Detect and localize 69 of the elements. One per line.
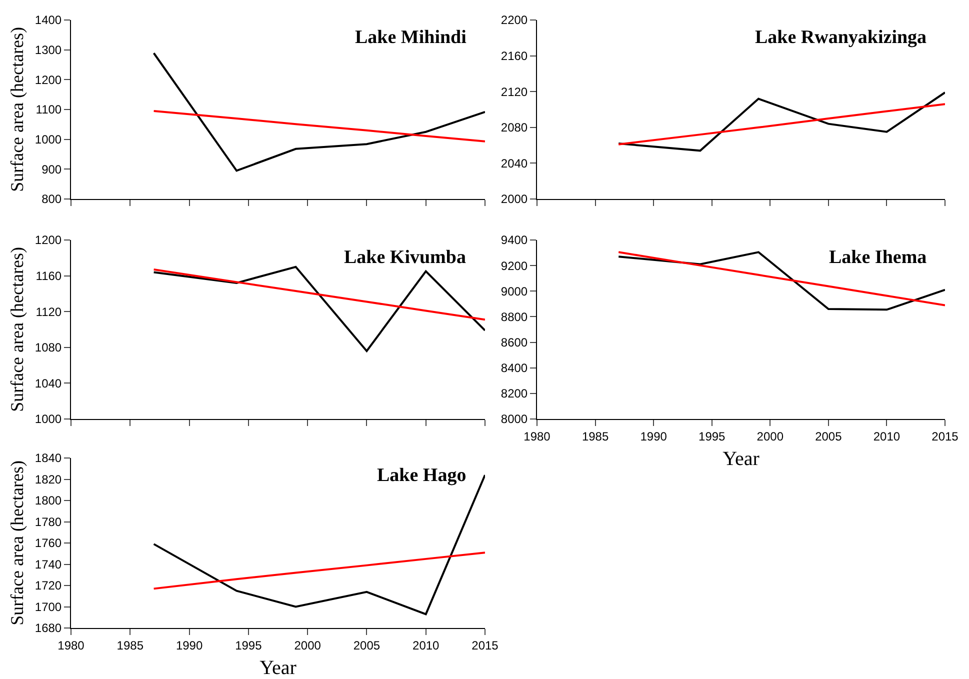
y-tick-label: 1720 [34, 578, 62, 593]
line-series [152, 52, 485, 172]
y-tick-label: 9200 [500, 258, 528, 273]
y-tick-label: 1400 [34, 13, 62, 28]
x-tick-label: 2000 [294, 638, 322, 652]
y-tick-label: 1680 [34, 621, 62, 636]
y-tick-label: 1120 [36, 304, 62, 319]
y-tick-label: 8200 [500, 386, 528, 401]
x-tick-label: 1995 [698, 429, 726, 444]
y-tick-label: 1760 [34, 536, 62, 550]
x-tick-label: 2010 [412, 638, 440, 652]
y-tick-label: 2120 [500, 84, 528, 99]
y-tick-label: 9400 [500, 233, 528, 248]
x-tick-label: 2000 [756, 429, 784, 444]
x-tick-label: 2005 [815, 429, 842, 444]
x-tick-label: 1985 [116, 638, 144, 652]
y-tick-label: 8000 [500, 412, 528, 426]
y-tick-label: 1780 [34, 514, 62, 529]
line-series [152, 552, 485, 590]
y-tick-label: 2040 [500, 156, 528, 170]
y-tick-label: 1820 [34, 472, 62, 486]
y-tick-label: 8800 [500, 310, 528, 324]
y-tick-label: 2200 [500, 13, 528, 28]
x-axis-title: Year [722, 448, 760, 470]
x-axis-title: Year [260, 656, 297, 679]
x-tick-label: 2010 [873, 429, 900, 444]
y-axis-title: Surface area (hectares) [7, 27, 28, 192]
x-tick-label: 2015 [472, 638, 499, 652]
line-series [152, 266, 485, 352]
y-tick-label: 1000 [34, 412, 62, 426]
y-tick-label: 1000 [34, 132, 62, 147]
y-tick-label: 8600 [500, 335, 528, 350]
y-tick-label: 1200 [34, 233, 62, 248]
chart-title: Lake Ihema [829, 247, 928, 268]
y-tick-label: 2160 [500, 49, 528, 63]
x-tick-label: 1980 [58, 638, 85, 652]
line-series [152, 110, 485, 142]
y-tick-label: 8400 [500, 361, 528, 376]
y-tick-label: 900 [42, 162, 62, 176]
line-series [152, 268, 485, 321]
y-axis-title: Surface area (hectares) [7, 460, 28, 626]
x-tick-label: 1985 [582, 429, 609, 444]
x-tick-label: 1990 [640, 429, 668, 444]
y-tick-label: 1200 [34, 72, 62, 87]
y-tick-label: 1080 [34, 340, 62, 355]
y-tick-label: 1040 [34, 376, 62, 390]
x-tick-label: 1990 [176, 638, 203, 652]
y-tick-label: 2080 [500, 120, 528, 135]
y-tick-label: 1740 [34, 557, 62, 572]
y-tick-label: 1100 [36, 102, 62, 117]
chart-title: Lake Mihindi [355, 27, 466, 48]
y-tick-label: 1700 [34, 600, 62, 614]
y-tick-label: 9000 [500, 284, 528, 298]
y-tick-label: 1800 [34, 494, 62, 508]
chart-title: Lake Hago [377, 465, 466, 486]
y-tick-label: 1160 [36, 269, 62, 283]
x-tick-label: 1980 [524, 429, 551, 444]
line-series [618, 103, 945, 146]
chart-title: Lake Kivumba [344, 247, 466, 268]
y-tick-label: 1300 [34, 43, 62, 58]
y-tick-label: 1840 [34, 451, 62, 466]
x-tick-label: 1995 [235, 638, 262, 652]
y-tick-label: 800 [42, 192, 62, 206]
y-axis-title: Surface area (hectares) [7, 247, 28, 412]
x-tick-label: 2015 [932, 429, 959, 444]
y-tick-label: 2000 [500, 192, 528, 206]
x-tick-label: 2005 [353, 638, 380, 652]
line-series [618, 91, 945, 152]
chart-title: Lake Rwanyakizinga [755, 27, 928, 48]
